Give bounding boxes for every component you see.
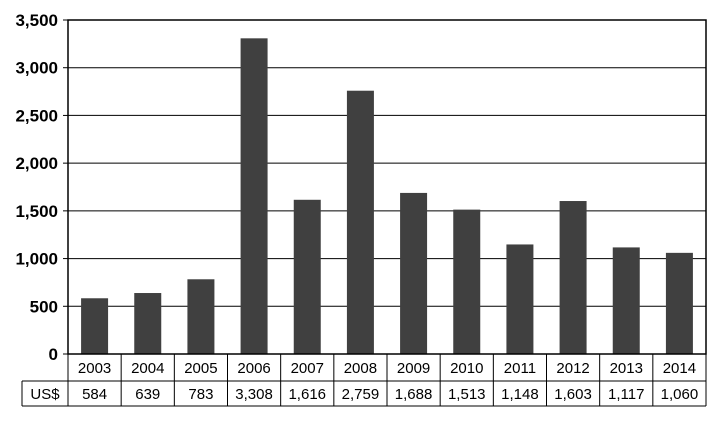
category-label: 2009 (397, 360, 430, 377)
value-label: 639 (135, 386, 160, 403)
bars (81, 38, 693, 354)
y-axis-ticks: 0 500 1,000 1,500 2,000 2,500 3,000 3,500 (15, 11, 68, 364)
bar-2003 (81, 298, 109, 354)
bar-2007 (293, 199, 321, 354)
value-label: 1,616 (288, 386, 326, 403)
bar-2004 (134, 293, 162, 354)
category-label: 2006 (237, 360, 270, 377)
y-tick-label: 2,500 (15, 106, 58, 125)
value-label: 783 (188, 386, 213, 403)
category-label: 2007 (291, 360, 324, 377)
y-tick-label: 500 (30, 297, 58, 316)
data-table: US$ 2003 584 2004 639 2005 783 2006 3,308 2007 1,… (21, 354, 707, 407)
bar-2010 (453, 209, 481, 354)
bar-2011 (506, 244, 534, 354)
bar-2013 (612, 247, 640, 354)
value-label: 1,603 (554, 386, 592, 403)
bar-2014 (665, 252, 693, 354)
bar-2009 (400, 192, 428, 354)
category-label: 2014 (663, 360, 696, 377)
value-label: 1,117 (608, 386, 644, 403)
value-label: 2,759 (342, 386, 380, 403)
category-label: 2004 (131, 360, 164, 377)
bar-2008 (346, 90, 374, 354)
value-label: 3,308 (235, 386, 273, 403)
category-label: 2005 (184, 360, 217, 377)
plot-frame (67, 19, 707, 355)
value-label: 1,688 (395, 386, 433, 403)
category-label: 2013 (610, 360, 643, 377)
y-tick-label: 2,000 (15, 154, 58, 173)
category-label: 2011 (504, 360, 536, 377)
value-label: 584 (82, 386, 107, 403)
bar-2012 (559, 201, 587, 354)
y-tick-label: 1,500 (15, 202, 58, 221)
y-tick-label: 3,000 (15, 59, 58, 78)
category-label: 2008 (344, 360, 377, 377)
value-label: 1,148 (501, 386, 539, 403)
y-tick-label: 1,000 (15, 250, 58, 269)
category-label: 2003 (78, 360, 111, 377)
value-label: 1,513 (448, 386, 486, 403)
bar-2005 (187, 279, 215, 354)
bar-2006 (240, 38, 268, 354)
gridlines (68, 67, 706, 307)
data-table-series-label: US$ (30, 386, 60, 403)
category-label: 2012 (556, 360, 589, 377)
value-label: 1,060 (661, 386, 699, 403)
y-tick-label: 0 (49, 345, 58, 364)
y-tick-label: 3,500 (15, 11, 58, 30)
category-label: 2010 (450, 360, 483, 377)
